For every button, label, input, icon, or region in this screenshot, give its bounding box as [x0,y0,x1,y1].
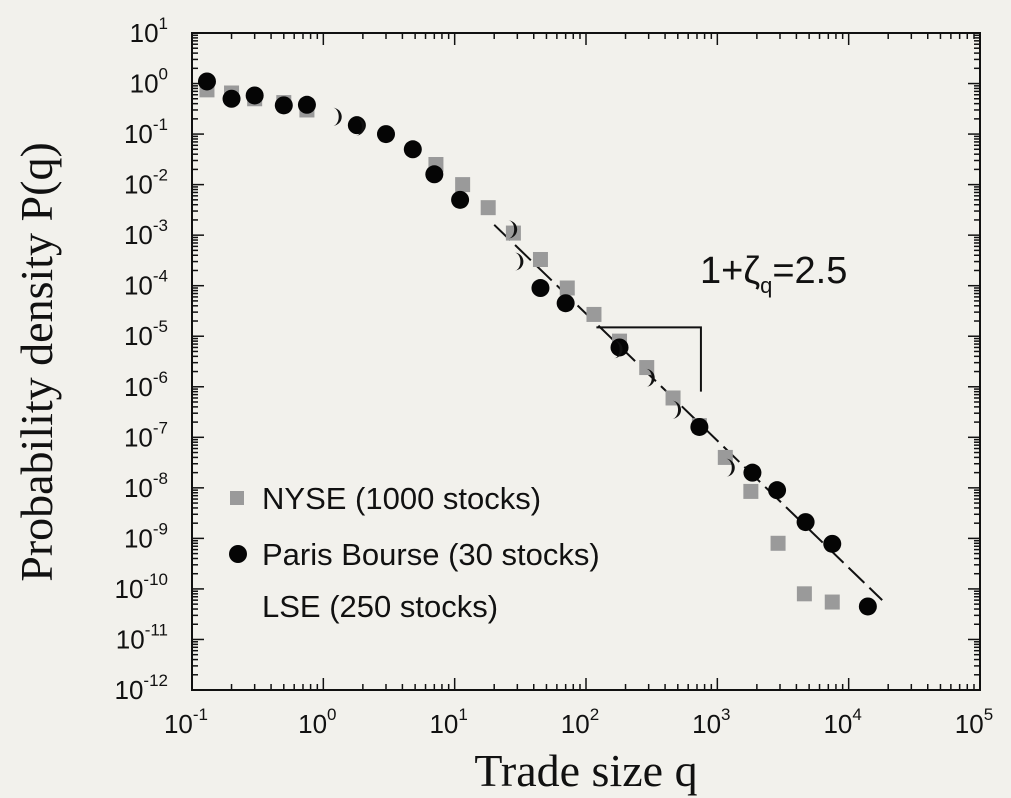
y-tick-label: 10-8 [124,469,168,503]
x-tick-label: 103 [692,705,730,739]
slope-annotation: 1+ζq=2.5 [700,250,847,298]
x-tick-label: 102 [561,705,599,739]
data-point-series-1 [451,190,470,209]
data-point-series-1 [376,125,395,144]
data-point-series-1 [222,89,241,108]
data-point-series-0 [559,280,575,296]
y-tick-label: 10-5 [124,317,168,351]
data-point-series-1 [823,534,842,553]
power-law-fit-line [493,224,883,601]
y-tick-label: 10-7 [124,418,168,452]
data-markers [197,72,877,616]
data-point-series-1 [274,96,293,115]
data-point-series-0 [665,390,681,406]
data-point-series-0 [743,483,759,499]
slope-annotation-main: 1+ζ [700,250,760,292]
data-point-series-0 [480,200,496,216]
data-point-series-1 [690,417,709,436]
y-tick-label: 10-11 [116,620,168,654]
slope-annotation-sub: q [760,273,772,298]
data-point-series-0 [824,594,840,610]
slope-bracket [596,326,702,392]
legend: NYSE (1000 stocks) Paris Bourse (30 stoc… [229,481,600,624]
x-tick-label: 104 [823,705,861,739]
data-point-series-1 [743,463,762,482]
y-tick-label: 100 [130,65,168,99]
data-point-series-1 [245,86,264,105]
data-point-series-2 [355,117,365,136]
data-point-series-1 [531,279,550,298]
x-tick-label: 101 [429,705,467,739]
y-tick-label: 10-3 [124,216,168,250]
data-point-series-1 [768,481,787,500]
x-tick-label: 105 [955,705,993,739]
x-axis-title: Trade size q [474,745,697,796]
data-point-series-0 [586,306,602,322]
y-axis-title: Probability density P(q) [11,142,62,582]
y-tick-label: 10-1 [124,115,168,149]
y-tick-label: 10-6 [124,368,168,402]
data-point-series-2 [332,107,342,126]
y-tick-label: 10-4 [124,267,168,301]
data-point-series-1 [796,513,815,532]
legend-label-nyse: NYSE (1000 stocks) [262,481,541,516]
legend-marker-nyse [230,491,244,505]
x-tick-label: 10-1 [164,705,208,739]
y-tick-label: 101 [130,14,168,48]
data-point-series-0 [505,225,521,241]
y-tick-label: 10-2 [124,166,168,200]
y-tick-label: 10-12 [115,671,169,705]
data-point-series-2 [514,252,524,271]
y-tick-label: 10-10 [115,570,169,604]
legend-label-paris: Paris Bourse (30 stocks) [262,537,600,572]
data-point-series-1 [297,95,316,114]
data-point-series-2 [613,340,623,359]
data-point-series-1 [403,140,422,159]
data-point-series-0 [770,535,786,551]
data-point-series-0 [532,251,548,267]
ticks [191,32,981,691]
data-point-series-2 [725,458,735,477]
data-point-series-2 [645,368,655,387]
x-tick-labels: 10-1 100 101 102 103 104 105 [164,705,993,739]
data-point-series-1 [425,165,444,184]
data-point-series-1 [556,294,575,313]
legend-label-lse: LSE (250 stocks) [262,589,498,624]
legend-marker-paris [229,545,247,563]
data-point-series-0 [717,449,733,465]
data-point-series-0 [796,586,812,602]
y-tick-label: 10-9 [124,519,168,553]
slope-annotation-tail: =2.5 [772,250,847,292]
data-point-series-1 [858,597,877,616]
y-tick-labels: 101 100 10-1 10-2 10-3 10-4 10-5 10-6 10-7 10-8 10… [115,14,169,705]
x-tick-label: 100 [298,705,336,739]
data-point-series-0 [455,177,471,193]
data-point-series-1 [197,72,216,91]
data-point-series-2 [508,220,518,239]
data-point-series-2 [672,400,682,419]
